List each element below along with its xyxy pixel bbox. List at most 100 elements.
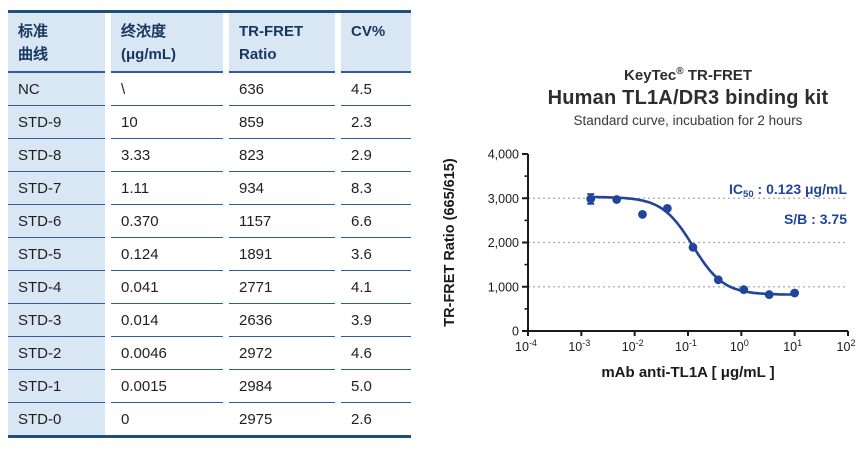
row-label-cell: STD-8 <box>8 139 105 172</box>
value-cell: 0.370 <box>111 205 223 238</box>
value-cell: 3.33 <box>111 139 223 172</box>
row-label-cell: STD-5 <box>8 238 105 271</box>
data-point <box>790 288 800 298</box>
x-tick-label: 10-1 <box>675 338 697 354</box>
value-cell: 4.6 <box>341 337 411 370</box>
annotation-ic50: IC50 : 0.123 μg/mL <box>729 181 847 200</box>
y-tick-label: 3,000 <box>488 192 519 206</box>
value-cell: 2771 <box>229 271 335 304</box>
table-row: STD-8 3.33 823 2.9 <box>8 139 411 172</box>
row-label-cell: STD-0 <box>8 403 105 435</box>
y-tick-label: 0 <box>512 325 519 339</box>
value-cell: 1.11 <box>111 172 223 205</box>
row-label-cell: STD-6 <box>8 205 105 238</box>
table-row: STD-5 0.124 1891 3.6 <box>8 238 411 271</box>
standards-table: 标准 曲线 终浓度 (μg/mL) TR-FRET Ratio CV% NC \ 636 4.5 S… <box>8 10 411 438</box>
row-label-cell: STD-7 <box>8 172 105 205</box>
value-cell: 4.5 <box>341 73 411 106</box>
row-label-cell: STD-3 <box>8 304 105 337</box>
value-cell: 636 <box>229 73 335 106</box>
value-cell: 0 <box>111 403 223 435</box>
data-point <box>586 194 596 204</box>
row-label-cell: STD-1 <box>8 370 105 403</box>
header-line2: (μg/mL) <box>121 45 176 63</box>
value-cell: 1891 <box>229 238 335 271</box>
chart-title: KeyTec® TR-FRET <box>517 66 859 84</box>
chart-subtitle: Human TL1A/DR3 binding kit <box>547 87 829 109</box>
table-row: STD-7 1.11 934 8.3 <box>8 172 411 205</box>
header-cell: 标准 曲线 <box>8 13 105 73</box>
table-row: STD-3 0.014 2636 3.9 <box>8 304 411 337</box>
data-point <box>739 285 749 295</box>
header-cell: CV% <box>341 13 411 73</box>
table-row: STD-0 0 2975 2.6 <box>8 403 411 435</box>
x-tick-label: 10-3 <box>568 338 590 354</box>
header-cell: 终浓度 (μg/mL) <box>111 13 223 73</box>
value-cell: 0.0046 <box>111 337 223 370</box>
value-cell: 859 <box>229 106 335 139</box>
x-tick-label: 102 <box>837 338 856 354</box>
data-point <box>688 242 698 252</box>
row-label-cell: STD-4 <box>8 271 105 304</box>
value-cell: 10 <box>111 106 223 139</box>
x-tick-label: 10-4 <box>515 338 537 354</box>
y-tick-label: 4,000 <box>488 148 519 162</box>
table-row: STD-4 0.041 2771 4.1 <box>8 271 411 304</box>
x-tick-label: 10-2 <box>622 338 644 354</box>
data-point <box>713 275 723 285</box>
table-header-row: 标准 曲线 终浓度 (μg/mL) TR-FRET Ratio CV% <box>8 13 411 73</box>
value-cell: 4.1 <box>341 271 411 304</box>
header-line1: CV% <box>351 23 386 40</box>
table-row: STD-9 10 859 2.3 <box>8 106 411 139</box>
table-row: NC \ 636 4.5 <box>8 73 411 106</box>
value-cell: 2.3 <box>341 106 411 139</box>
value-cell: 0.0015 <box>111 370 223 403</box>
value-cell: 2975 <box>229 403 335 435</box>
table-row: STD-2 0.0046 2972 4.6 <box>8 337 411 370</box>
value-cell: 2972 <box>229 337 335 370</box>
fit-curve <box>587 195 795 296</box>
value-cell: 3.9 <box>341 304 411 337</box>
table-row: STD-1 0.0015 2984 5.0 <box>8 370 411 403</box>
standard-curve-svg: 0 1,000 2,000 3,000 4,000 10-4 10-3 10-2 10-1 100… <box>442 148 856 382</box>
row-label-cell: STD-9 <box>8 106 105 139</box>
header-line2: 曲线 <box>18 45 49 63</box>
value-cell: 2984 <box>229 370 335 403</box>
row-label-cell: STD-2 <box>8 337 105 370</box>
registered-mark: ® <box>676 66 684 77</box>
table-row: STD-6 0.370 1157 6.6 <box>8 205 411 238</box>
header-line1: 标准 <box>18 23 49 40</box>
data-point <box>638 209 647 219</box>
data-point <box>764 290 774 299</box>
header-line2: Ratio <box>239 45 277 63</box>
standard-curve-chart: KeyTec® TR-FRET Human TL1A/DR3 binding k… <box>437 66 859 398</box>
value-cell: 6.6 <box>341 205 411 238</box>
value-cell: 823 <box>229 139 335 172</box>
row-label-cell: NC <box>8 73 105 106</box>
value-cell: 5.0 <box>341 370 411 403</box>
chart-caption: Standard curve, incubation for 2 hours <box>573 113 803 128</box>
annotation-sb: S/B : 3.75 <box>784 211 847 227</box>
x-tick-label: 101 <box>783 338 802 354</box>
value-cell: 2.9 <box>341 139 411 172</box>
y-tick-label: 2,000 <box>488 236 519 250</box>
value-cell: 0.041 <box>111 271 223 304</box>
x-tick-label: 100 <box>730 338 749 354</box>
chart-title-brand: KeyTec <box>624 67 677 84</box>
value-cell: 934 <box>229 172 335 205</box>
header-line1: TR-FRET <box>239 23 304 40</box>
value-cell: 0.014 <box>111 304 223 337</box>
value-cell: 3.6 <box>341 238 411 271</box>
y-axis-label: TR-FRET Ratio (665/615) <box>442 158 458 327</box>
data-point <box>612 195 622 204</box>
value-cell: 8.3 <box>341 172 411 205</box>
chart-title-rest: TR-FRET <box>683 67 752 84</box>
value-cell: \ <box>111 73 223 106</box>
x-axis-label: mAb anti-TL1A [ μg/mL ] <box>601 364 774 381</box>
header-line1: 终浓度 <box>121 23 167 40</box>
standards-data-table: 标准 曲线 终浓度 (μg/mL) TR-FRET Ratio CV% NC \ 636 4.5 S… <box>8 13 411 435</box>
header-cell: TR-FRET Ratio <box>229 13 335 73</box>
value-cell: 1157 <box>229 205 335 238</box>
value-cell: 0.124 <box>111 238 223 271</box>
